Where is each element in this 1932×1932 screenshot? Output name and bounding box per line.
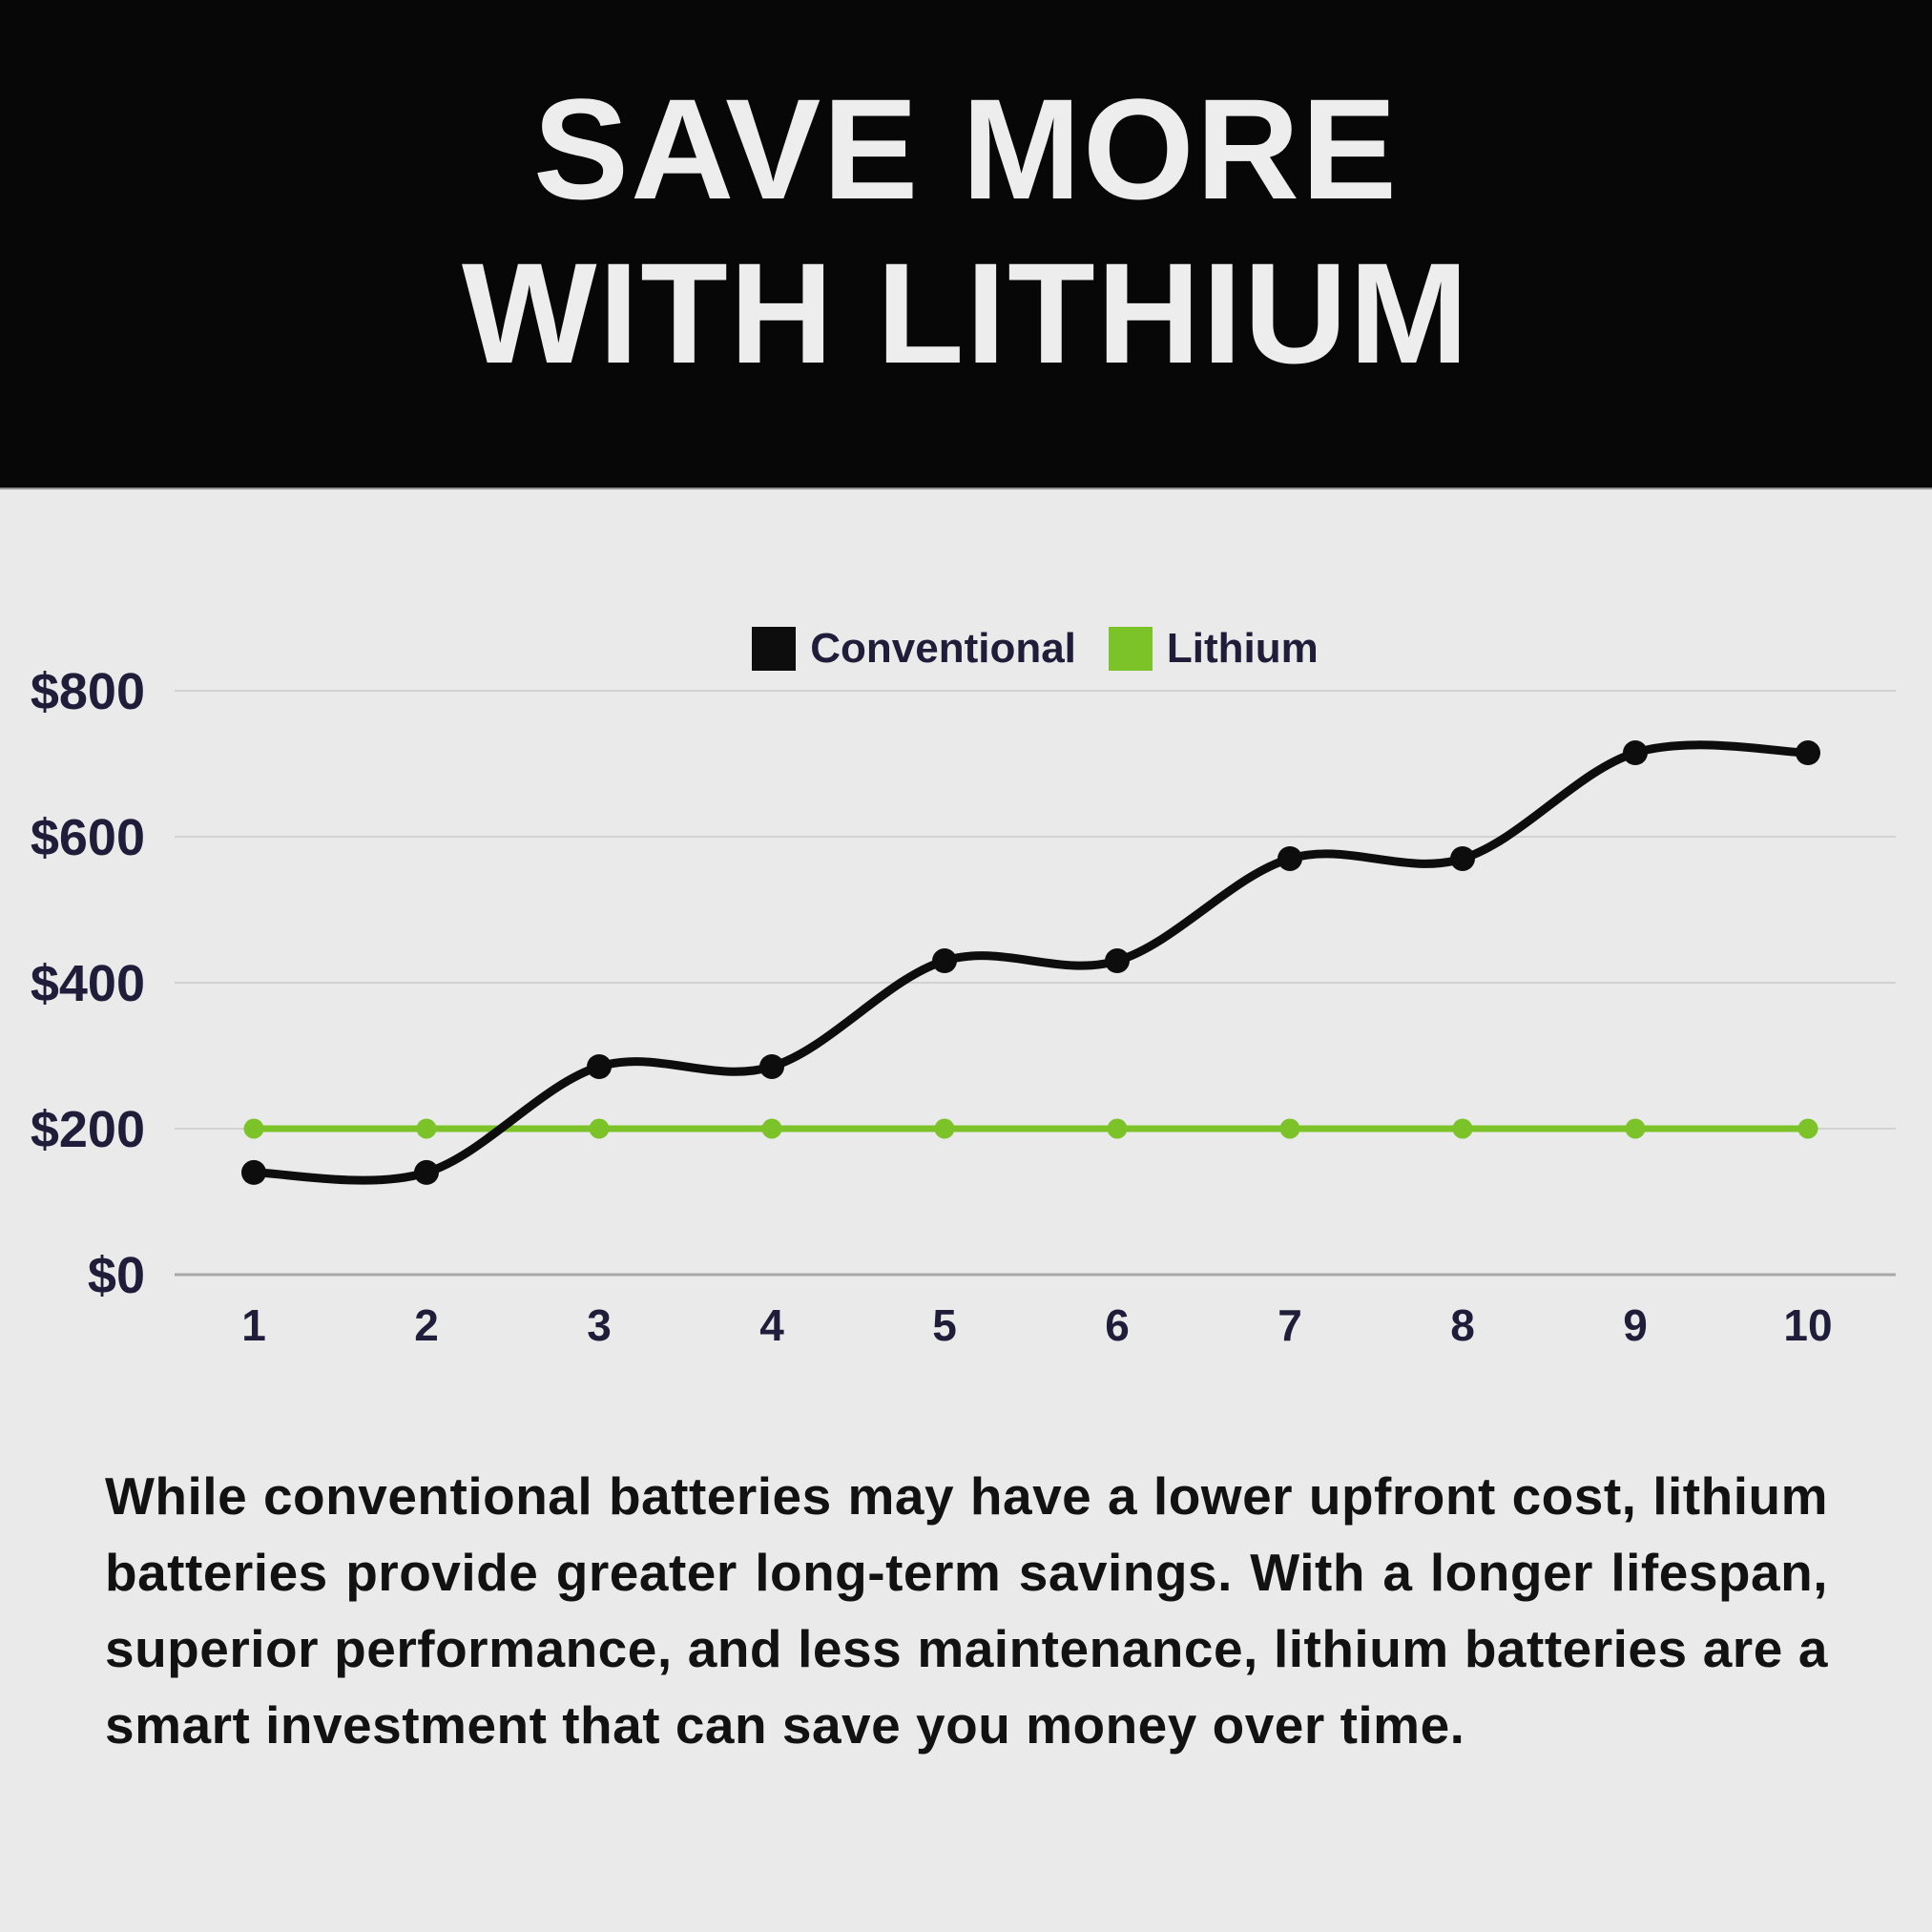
header-band: SAVE MORE WITH LITHIUM [0,0,1932,489]
legend-label-lithium: Lithium [1166,625,1319,672]
svg-text:$800: $800 [31,663,145,720]
svg-text:5: 5 [932,1300,957,1350]
svg-text:7: 7 [1278,1300,1302,1350]
svg-text:2: 2 [414,1300,439,1350]
svg-text:1: 1 [241,1300,266,1350]
svg-text:4: 4 [759,1300,784,1350]
svg-text:10: 10 [1783,1300,1832,1350]
legend-swatch-conventional [752,627,797,671]
svg-text:$0: $0 [88,1247,145,1304]
legend-swatch-lithium [1108,627,1153,671]
chart-legend: Conventional Lithium [177,625,1894,673]
svg-text:$600: $600 [31,809,145,866]
page-title: SAVE MORE WITH LITHIUM [0,0,1932,395]
svg-text:3: 3 [587,1300,612,1350]
title-line-2: WITH LITHIUM [461,233,1471,393]
legend-label-conventional: Conventional [810,625,1076,672]
legend-item-conventional: Conventional [752,625,1076,673]
svg-text:6: 6 [1105,1300,1130,1350]
svg-text:$400: $400 [31,955,145,1012]
legend-item-lithium: Lithium [1108,625,1319,673]
svg-text:9: 9 [1623,1300,1648,1350]
body-paragraph: While conventional batteries may have a … [105,1466,1828,1755]
title-line-1: SAVE MORE [532,69,1399,229]
savings-line-chart: $0 $200 $400 $600 $800 1 2 3 4 5 6 7 8 9 10 [31,663,1896,1350]
svg-text:8: 8 [1450,1300,1475,1350]
svg-text:$200: $200 [31,1101,145,1158]
